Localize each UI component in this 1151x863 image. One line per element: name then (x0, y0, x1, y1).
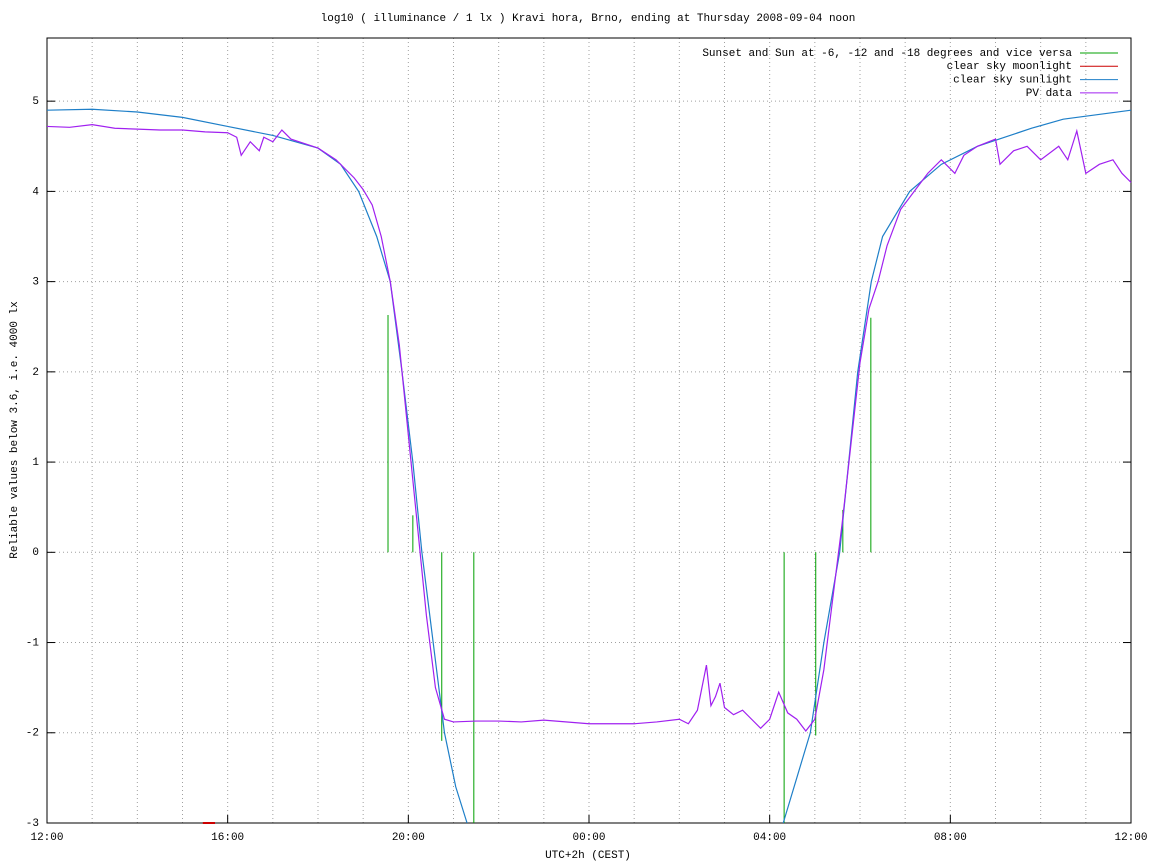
x-tick-label: 16:00 (211, 832, 244, 844)
legend-label: PV data (1026, 88, 1073, 100)
plot-border (46, 37, 1132, 824)
x-tick-label: 08:00 (934, 832, 967, 844)
x-tick-label: 00:00 (572, 832, 605, 844)
chart-title: log10 ( illuminance / 1 lx ) Kravi hora,… (321, 13, 856, 25)
y-tick-label: 2 (32, 367, 39, 379)
legend-label: Sunset and Sun at -6, -12 and -18 degree… (702, 48, 1072, 60)
y-tick-label: -3 (26, 818, 39, 830)
y-tick-label: 0 (32, 547, 39, 559)
series-line (46, 124, 1132, 732)
series-line (46, 108, 1132, 824)
y-tick-label: 3 (32, 277, 39, 289)
x-tick-label: 12:00 (1114, 832, 1147, 844)
y-axis-label: Reliable values below 3.6, i.e. 4000 lx (9, 301, 21, 559)
x-tick-label: 04:00 (753, 832, 786, 844)
x-tick-label: 12:00 (30, 832, 63, 844)
y-tick-label: 4 (32, 186, 39, 198)
x-tick-label: 20:00 (392, 832, 425, 844)
legend-label: clear sky sunlight (953, 75, 1072, 87)
legend-label: clear sky moonlight (947, 61, 1072, 73)
y-tick-label: -2 (26, 728, 39, 740)
y-tick-label: 1 (32, 457, 39, 469)
y-tick-label: 5 (32, 96, 39, 108)
y-tick-label: -1 (26, 637, 40, 649)
x-axis-label: UTC+2h (CEST) (545, 850, 631, 862)
